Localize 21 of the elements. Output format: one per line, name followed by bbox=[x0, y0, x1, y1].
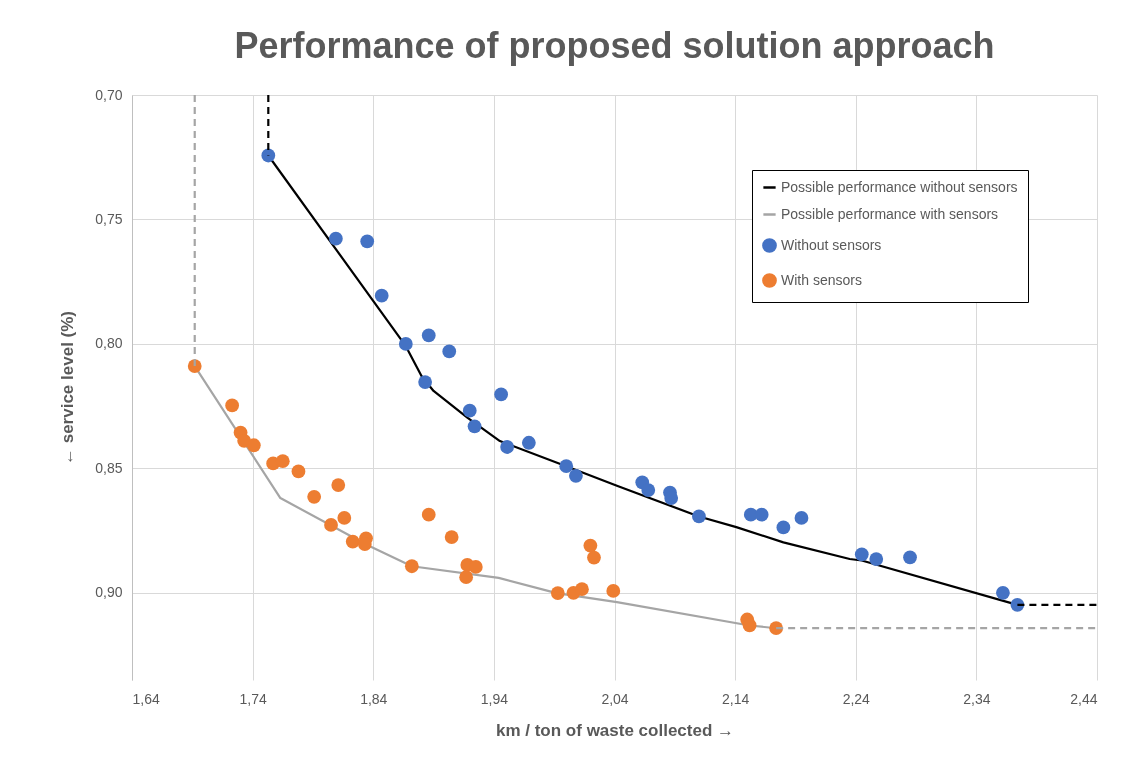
legend-label: Without sensors bbox=[781, 236, 882, 253]
x-tick-label: 2,04 bbox=[601, 690, 629, 707]
y-tick-label: 0,70 bbox=[95, 86, 123, 103]
x-tick-label: 1,74 bbox=[239, 690, 267, 707]
x-tick-label: 1,84 bbox=[360, 690, 388, 707]
legend-label: Possible performance with sensors bbox=[781, 205, 999, 222]
x-axis-title: km / ton of waste collected → bbox=[495, 720, 735, 740]
chart-title: Performance of proposed solution approach bbox=[234, 25, 995, 66]
x-tick-label: 2,14 bbox=[722, 690, 750, 707]
y-tick-label: 0,90 bbox=[95, 584, 123, 601]
x-tick-label: 2,24 bbox=[842, 690, 871, 707]
x-tick-label: 2,44 bbox=[1070, 690, 1098, 707]
y-tick-label: 0,75 bbox=[95, 210, 123, 227]
y-tick-label: 0,85 bbox=[95, 459, 123, 476]
legend-label: Possible performance without sensors bbox=[781, 178, 1018, 195]
y-axis-title: ← service level (%) bbox=[58, 310, 78, 466]
y-tick-label: 0,80 bbox=[95, 335, 123, 352]
x-tick-label: 1,94 bbox=[480, 690, 509, 707]
x-tick-label: 2,34 bbox=[963, 690, 991, 707]
legend-label: With sensors bbox=[781, 271, 862, 288]
x-tick-label: 1,64 bbox=[132, 690, 160, 707]
